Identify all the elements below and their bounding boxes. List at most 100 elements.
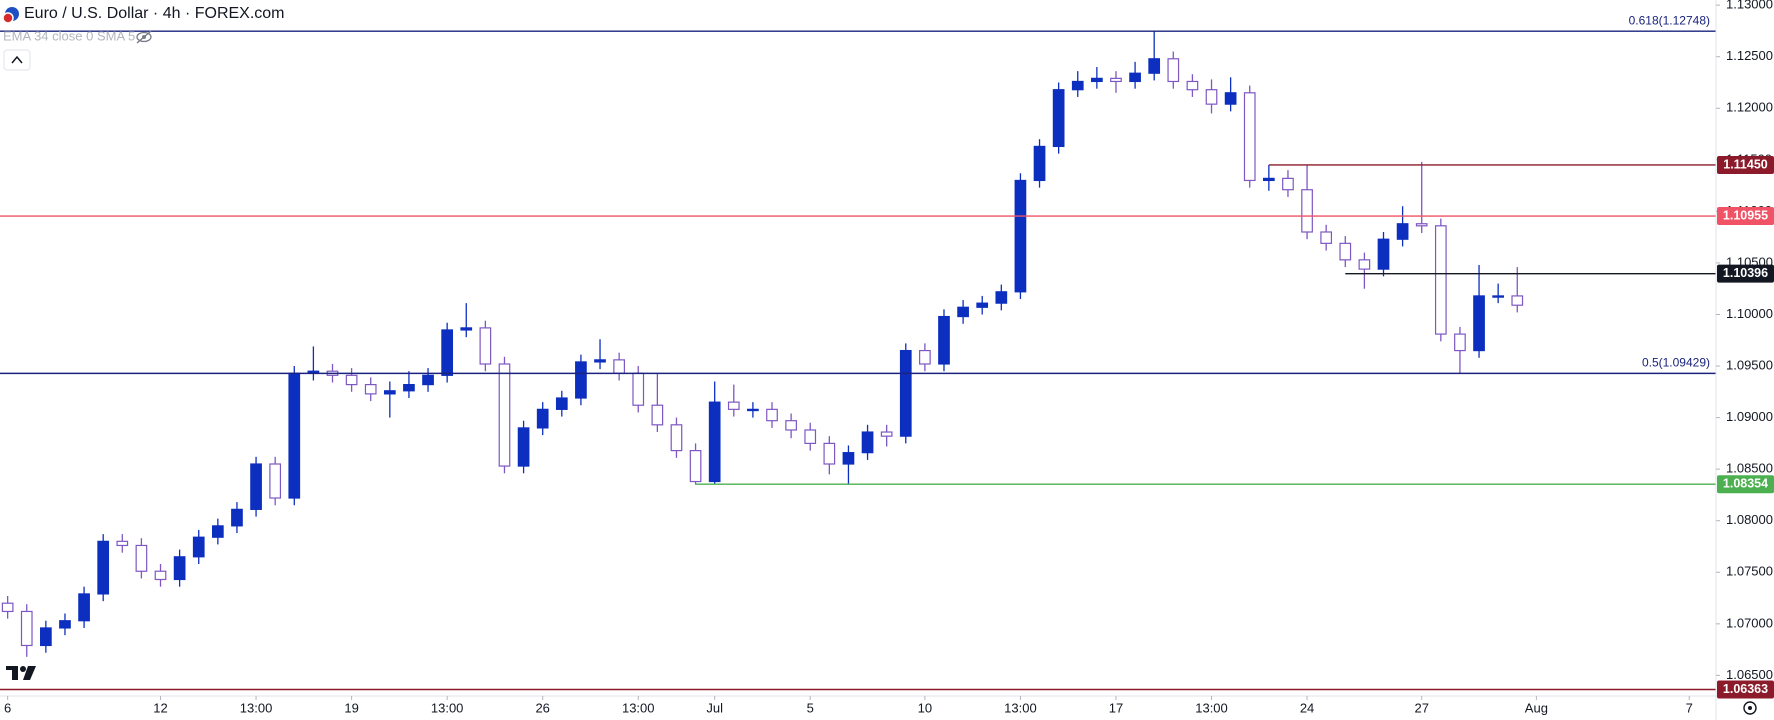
x-tick-label: 12 <box>153 700 167 715</box>
symbol-flag <box>2 12 14 24</box>
x-tick-label: Jul <box>706 700 723 715</box>
tradingview-logo[interactable] <box>6 666 36 680</box>
y-tick-label: 1.07000 <box>1726 615 1773 630</box>
settings-icon[interactable] <box>1743 701 1757 715</box>
price-label: 1.10396 <box>1723 266 1768 280</box>
candle-body <box>1511 295 1524 306</box>
candle-body <box>288 372 301 499</box>
candle-body <box>116 540 129 547</box>
candle-body <box>441 329 454 376</box>
price-label-box <box>1717 680 1774 699</box>
candle-body <box>1071 80 1084 91</box>
y-tick-label: 1.10000 <box>1726 306 1773 321</box>
y-tick-label: 1.13000 <box>1726 0 1773 12</box>
x-tick-label: 6 <box>4 700 11 715</box>
candle-body <box>1167 58 1180 83</box>
candle-body <box>403 384 415 392</box>
candle-body <box>1473 295 1485 352</box>
y-tick-label: 1.09000 <box>1726 409 1773 424</box>
candle-body <box>1492 295 1505 298</box>
price-axis: 1.06500 1.07000 1.07500 1.08000 1.08500 1.090… <box>1716 0 1774 699</box>
candle-body <box>517 427 530 467</box>
candle-body <box>40 627 52 647</box>
candle-body <box>899 349 912 437</box>
candle-body <box>154 570 167 581</box>
candle-body <box>1434 225 1447 335</box>
candle-body <box>1205 89 1218 105</box>
candle-body <box>422 374 434 386</box>
candle-body <box>747 408 759 412</box>
candle-body <box>727 401 740 410</box>
collapse-button[interactable] <box>3 49 31 71</box>
candle-body <box>785 420 797 431</box>
price-label-box <box>1717 155 1774 174</box>
candle-body <box>976 302 989 308</box>
candle-body <box>364 384 377 395</box>
x-tick-label: 13:00 <box>240 700 273 715</box>
candle-body <box>135 544 148 572</box>
candle-body <box>823 442 836 465</box>
candle-body <box>1377 238 1390 270</box>
candle-body <box>192 536 205 558</box>
candle-body <box>555 397 568 410</box>
symbol-title[interactable]: Euro / U.S. Dollar · 4h · FOREX.com <box>24 5 285 22</box>
candle-body <box>613 359 625 374</box>
candle-body <box>1091 77 1103 83</box>
candle-body <box>861 431 874 454</box>
x-tick-label: 13:00 <box>622 700 655 715</box>
time-axis: 6 12 13:00 19 13:00 26 13:00 Jul 5 10 13:00 17 13:00… <box>4 696 1693 715</box>
y-tick-label: 1.08000 <box>1726 512 1773 527</box>
candle-body <box>536 408 549 429</box>
candle-body <box>880 431 893 437</box>
candle-body <box>269 463 282 499</box>
candle-body <box>919 349 931 365</box>
x-tick-label: 24 <box>1300 700 1314 715</box>
y-tick-label: 1.12500 <box>1726 48 1773 63</box>
price-label: 1.11450 <box>1723 157 1768 171</box>
x-tick-label: 13:00 <box>1195 700 1228 715</box>
x-tick-label: 26 <box>535 700 549 715</box>
candle-body <box>842 452 855 465</box>
x-tick-label: 27 <box>1414 700 1428 715</box>
candle-body <box>173 556 186 581</box>
visibility-icon[interactable] <box>136 30 152 44</box>
indicator-label[interactable]: EMA 34 close 0 SMA 5 <box>3 28 135 43</box>
y-tick-label: 1.12000 <box>1726 100 1773 115</box>
y-tick-label: 1.07500 <box>1726 564 1773 579</box>
candle-body <box>78 593 90 622</box>
x-tick-label: 10 <box>918 700 932 715</box>
candle-body <box>1396 223 1409 240</box>
candle-body <box>20 610 33 647</box>
x-tick-label: 5 <box>807 700 814 715</box>
candle-body <box>1110 77 1122 83</box>
candle-body <box>957 306 969 318</box>
candle-body <box>1243 92 1256 182</box>
candle-body <box>1301 189 1313 233</box>
candle-body <box>1129 72 1141 83</box>
candle-body <box>594 359 606 363</box>
candle-body <box>995 291 1008 304</box>
collapse-icon <box>11 55 23 64</box>
price-label-box <box>1717 264 1774 283</box>
candle-body <box>1014 179 1027 293</box>
plot-area: 0.618(1.12748) 0.5(1.09429) <box>0 13 1716 691</box>
candle-body <box>498 363 511 467</box>
level-annotation: 0.618(1.12748) <box>1629 13 1710 27</box>
candle-body <box>231 508 243 527</box>
candle-body <box>632 372 645 406</box>
candle-body <box>1186 80 1199 91</box>
x-tick-label: 19 <box>344 700 358 715</box>
candle-body <box>97 540 110 595</box>
candle-body <box>689 449 702 483</box>
y-tick-label: 1.06500 <box>1726 667 1773 682</box>
candle-body <box>1358 259 1371 270</box>
candle-body <box>1454 333 1466 352</box>
price-label: 1.06363 <box>1723 682 1768 696</box>
candle-body <box>938 315 950 365</box>
x-tick-label: Aug <box>1525 700 1548 715</box>
candle-body <box>804 429 817 444</box>
y-tick-label: 1.09500 <box>1726 357 1773 372</box>
candle-body <box>1320 231 1333 244</box>
